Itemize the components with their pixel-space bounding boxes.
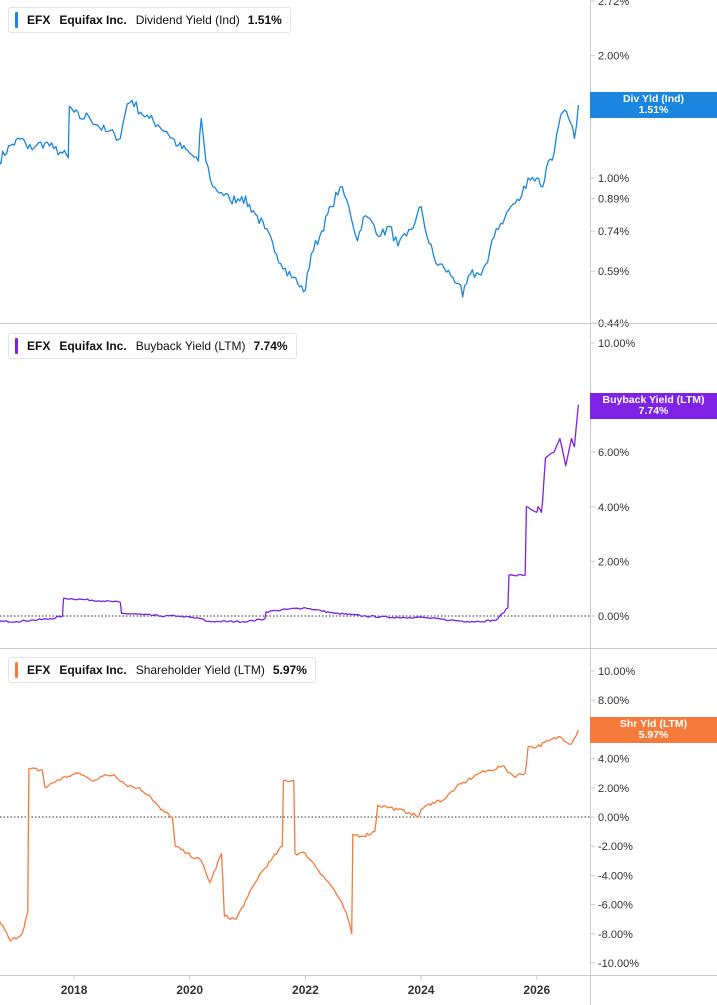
legend-metric: Buyback Yield (LTM) bbox=[135, 339, 246, 353]
badge-label: Div Yld (Ind) bbox=[622, 93, 685, 105]
badge-label: Buyback Yield (LTM) bbox=[602, 394, 705, 406]
last-value-badge-buyback: Buyback Yield (LTM) 7.74% bbox=[590, 393, 717, 419]
last-value-badge-dividend: Div Yld (Ind) 1.51% bbox=[590, 92, 717, 118]
x-tick-label: 2018 bbox=[61, 983, 88, 997]
x-tick-label: 2022 bbox=[292, 983, 319, 997]
legend-value: 5.97% bbox=[272, 663, 307, 677]
y-tick-label: -2.00% bbox=[598, 841, 633, 853]
legend-company: Equifax Inc. bbox=[59, 339, 127, 353]
y-tick-label: -4.00% bbox=[598, 870, 633, 882]
legend-company: Equifax Inc. bbox=[59, 663, 127, 677]
badge-label: Shr Yld (LTM) bbox=[619, 718, 688, 730]
legend-value: 1.51% bbox=[247, 13, 282, 27]
series-line-1 bbox=[0, 99, 580, 298]
legend-metric: Dividend Yield (Ind) bbox=[135, 13, 240, 27]
y-tick-label: 10.00% bbox=[598, 666, 636, 678]
y-tick-label: -8.00% bbox=[598, 929, 633, 941]
legend-ticker: EFX bbox=[27, 13, 51, 27]
legend-swatch bbox=[15, 662, 18, 678]
legend-swatch bbox=[15, 338, 18, 354]
legend-company: Equifax Inc. bbox=[59, 13, 127, 27]
badge-value: 5.97% bbox=[638, 729, 669, 741]
legend-swatch bbox=[15, 12, 18, 28]
y-tick-label: 0.00% bbox=[598, 611, 629, 623]
y-tick-label: -10.00% bbox=[598, 958, 639, 970]
y-tick-label: -6.00% bbox=[598, 900, 633, 912]
series-line-3 bbox=[0, 729, 580, 942]
y-tick-label: 10.00% bbox=[598, 338, 636, 350]
last-value-badge-shareholder: Shr Yld (LTM) 5.97% bbox=[590, 717, 717, 743]
y-tick-label: 2.00% bbox=[598, 783, 629, 795]
y-tick-label: 0.89% bbox=[598, 193, 629, 205]
legend-buyback-yield: EFX Equifax Inc. Buyback Yield (LTM) 7.7… bbox=[8, 333, 297, 359]
y-tick-label: 2.00% bbox=[598, 50, 629, 62]
x-tick-label: 2020 bbox=[176, 983, 203, 997]
y-tick-label: 2.72% bbox=[598, 0, 629, 8]
y-tick-label: 2.00% bbox=[598, 556, 629, 568]
series-line-2 bbox=[0, 404, 580, 623]
y-tick-label: 4.00% bbox=[598, 502, 629, 514]
legend-shareholder-yield: EFX Equifax Inc. Shareholder Yield (LTM)… bbox=[8, 657, 316, 683]
legend-dividend-yield: EFX Equifax Inc. Dividend Yield (Ind) 1.… bbox=[8, 7, 291, 33]
y-tick-label: 0.59% bbox=[598, 266, 629, 278]
y-tick-label: 1.00% bbox=[598, 173, 629, 185]
legend-metric: Shareholder Yield (LTM) bbox=[135, 663, 265, 677]
badge-value: 1.51% bbox=[638, 104, 669, 116]
x-tick-label: 2024 bbox=[408, 983, 435, 997]
x-tick-label: 2026 bbox=[523, 983, 550, 997]
y-tick-label: 0.00% bbox=[598, 812, 629, 824]
y-tick-label: 8.00% bbox=[598, 695, 629, 707]
legend-ticker: EFX bbox=[27, 663, 51, 677]
legend-value: 7.74% bbox=[253, 339, 288, 353]
y-tick-label: 4.00% bbox=[598, 754, 629, 766]
y-tick-label: 6.00% bbox=[598, 447, 629, 459]
y-tick-label: 0.74% bbox=[598, 226, 629, 238]
legend-ticker: EFX bbox=[27, 339, 51, 353]
badge-value: 7.74% bbox=[638, 405, 669, 417]
